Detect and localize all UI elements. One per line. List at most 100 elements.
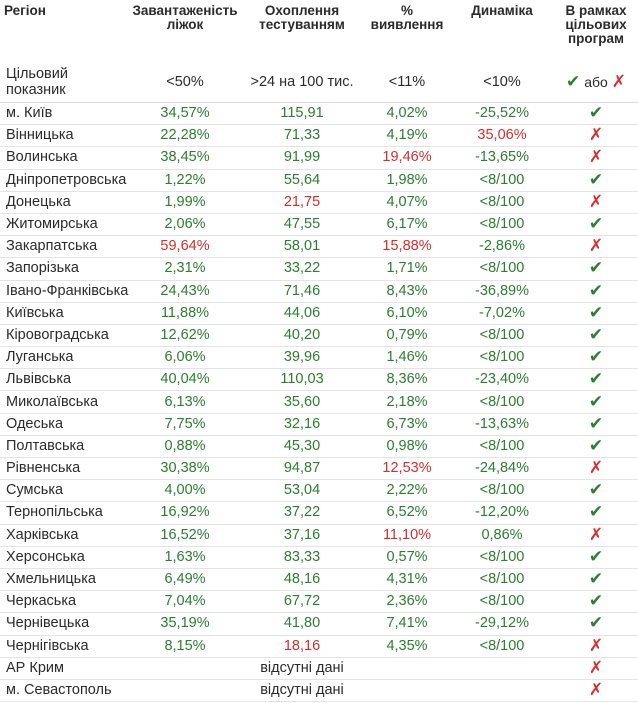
program-status: ✔ — [554, 479, 638, 503]
check-icon: ✔ — [588, 391, 604, 411]
target-legend: ✔ або ✗ — [554, 62, 638, 103]
detection-value: 8,36% — [364, 368, 450, 392]
table-row: Чернігівська 8,15% 18,16 4,35% <8/100 ✗ — [0, 635, 638, 658]
program-status: ✔ — [554, 413, 638, 436]
table-row: Луганська 6,06% 39,96 1,46% <8/100 ✔ — [0, 346, 638, 370]
target-label: Цільовий показник — [0, 62, 130, 103]
dynamics-value: <8/100 — [450, 257, 554, 281]
table-row: Вінницька 22,28% 71,33 4,19% 35,06% ✗ — [0, 124, 638, 148]
legend-or: або — [584, 74, 608, 90]
empty-cell — [450, 657, 554, 680]
region-name: Сумська — [0, 479, 130, 503]
testing-value: 48,16 — [240, 568, 364, 592]
testing-value: 39,96 — [240, 346, 364, 370]
testing-value: 44,06 — [240, 302, 364, 325]
detection-value: 6,73% — [364, 413, 450, 436]
target-testing: >24 на 100 тис. — [240, 62, 364, 103]
testing-value: 71,33 — [240, 124, 364, 148]
region-name: Львівська — [0, 368, 130, 392]
detection-value: 2,36% — [364, 590, 450, 614]
check-icon: ✔ — [588, 280, 604, 300]
program-status: ✔ — [554, 169, 638, 192]
check-icon: ✔ — [588, 546, 604, 566]
table-row: м. Київ 34,57% 115,91 4,02% -25,52% ✔ — [0, 102, 638, 126]
cross-icon: ✗ — [588, 679, 604, 699]
program-status: ✔ — [554, 390, 638, 414]
table-row: Івано-Франківська 24,43% 71,46 8,43% -36,89%… — [0, 280, 638, 303]
testing-value: 53,04 — [240, 479, 364, 503]
target-dynamics: <10% — [450, 62, 554, 103]
beds-value: 34,57% — [130, 102, 240, 126]
table-row: Херсонська 1,63% 83,33 0,57% <8/100 ✔ — [0, 546, 638, 569]
beds-value: 4,00% — [130, 479, 240, 503]
testing-value: 18,16 — [240, 635, 364, 658]
detection-value: 1,98% — [364, 169, 450, 192]
target-detection: <11% — [364, 62, 450, 103]
check-icon: ✔ — [588, 369, 604, 389]
testing-value: 37,16 — [240, 524, 364, 547]
table-row: Хмельницька 6,49% 48,16 4,31% <8/100 ✔ — [0, 568, 638, 592]
detection-value: 6,10% — [364, 302, 450, 325]
beds-value: 12,62% — [130, 324, 240, 348]
region-name: м. Севастополь — [0, 679, 130, 703]
detection-value: 19,46% — [364, 146, 450, 170]
dynamics-value: <8/100 — [450, 169, 554, 192]
dynamics-value: <8/100 — [450, 390, 554, 414]
dynamics-value: <8/100 — [450, 479, 554, 503]
program-status: ✔ — [554, 257, 638, 281]
region-name: Хмельницька — [0, 568, 130, 592]
program-status: ✗ — [554, 191, 638, 214]
column-header-programs: В рамках цільових програм — [565, 3, 627, 46]
table-row: Закарпатська 59,64% 58,01 15,88% -2,86% ✗ — [0, 235, 638, 259]
empty-cell — [130, 679, 240, 703]
detection-value: 4,07% — [364, 191, 450, 214]
table-row: Дніпропетровська 1,22% 55,64 1,98% <8/100 ✔ — [0, 169, 638, 192]
region-name: АР Крим — [0, 657, 130, 680]
check-icon: ✔ — [588, 502, 604, 522]
program-status: ✔ — [554, 590, 638, 614]
program-status: ✔ — [554, 435, 638, 459]
table-row: Сумська 4,00% 53,04 2,22% <8/100 ✔ — [0, 479, 638, 503]
table-row: Львівська 40,04% 110,03 8,36% -23,40% ✔ — [0, 368, 638, 392]
testing-value: 55,64 — [240, 169, 364, 192]
table-row: Київська 11,88% 44,06 6,10% -7,02% ✔ — [0, 302, 638, 325]
detection-value: 1,46% — [364, 346, 450, 370]
target-beds: <50% — [130, 62, 240, 103]
table-row-no-data: м. Севастополь відсутні дані ✗ — [0, 679, 638, 703]
empty-cell — [450, 679, 554, 703]
beds-value: 6,06% — [130, 346, 240, 370]
check-icon: ✔ — [588, 591, 604, 611]
beds-value: 30,38% — [130, 457, 240, 481]
check-icon: ✔ — [588, 324, 604, 344]
region-name: Запорізька — [0, 257, 130, 281]
table-row: Волинська 38,45% 91,99 19,46% -13,65% ✗ — [0, 146, 638, 170]
testing-value: 91,99 — [240, 146, 364, 170]
program-status: ✔ — [554, 501, 638, 525]
table-row: Житомирська 2,06% 47,55 6,17% <8/100 ✔ — [0, 213, 638, 237]
cross-icon: ✗ — [611, 72, 627, 91]
dynamics-value: <8/100 — [450, 213, 554, 237]
table-row: Харківська 16,52% 37,16 11,10% 0,86% ✗ — [0, 524, 638, 547]
region-name: Луганська — [0, 346, 130, 370]
empty-cell — [364, 657, 450, 680]
beds-value: 6,49% — [130, 568, 240, 592]
dynamics-value: <8/100 — [450, 435, 554, 459]
testing-value: 37,22 — [240, 501, 364, 525]
beds-value: 7,75% — [130, 413, 240, 436]
table-row-no-data: АР Крим відсутні дані ✗ — [0, 657, 638, 680]
column-header-testing: Охоплення тестуванням — [259, 3, 345, 32]
table-body: м. Київ 34,57% 115,91 4,02% -25,52% ✔ Вінницьк… — [0, 102, 638, 703]
program-status: ✔ — [554, 280, 638, 303]
region-name: Волинська — [0, 146, 130, 170]
beds-value: 24,43% — [130, 280, 240, 303]
region-name: Закарпатська — [0, 235, 130, 259]
program-status: ✔ — [554, 368, 638, 392]
beds-value: 1,99% — [130, 191, 240, 214]
program-status: ✗ — [554, 124, 638, 148]
column-header-detection: % виявлення — [370, 3, 444, 32]
cross-icon: ✗ — [588, 458, 604, 478]
column-header-dynamics: Динаміка — [471, 3, 533, 18]
region-name: Дніпропетровська — [0, 169, 130, 192]
region-name: Миколаївська — [0, 390, 130, 414]
